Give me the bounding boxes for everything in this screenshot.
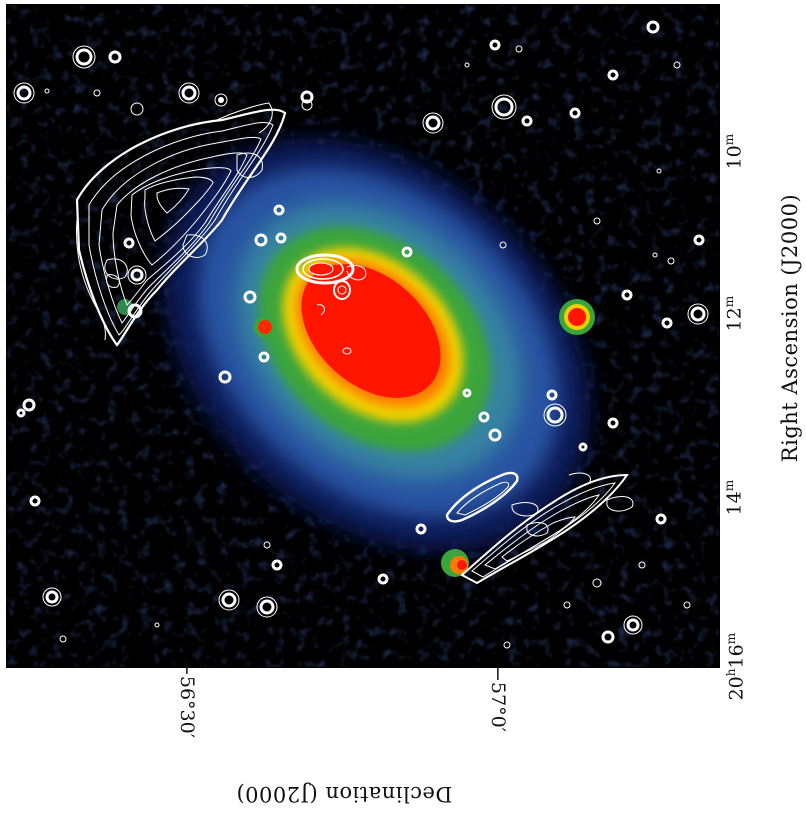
dec-axis-title: Declination (J2000) — [236, 782, 453, 806]
radio-contours-core — [295, 253, 367, 355]
ra-tick-14m: 14m — [722, 479, 746, 516]
image-panel — [6, 4, 720, 668]
ra-axis-title: Right Ascension (J2000) — [778, 193, 802, 463]
point-source-contours — [13, 20, 709, 649]
cluster-emission — [163, 138, 591, 552]
dec-tick-56-30: −56°30′ — [176, 659, 199, 739]
ra-tick-20h16m: 20h16m — [724, 632, 748, 701]
sky-image — [7, 5, 719, 667]
compact-sources — [117, 299, 595, 577]
ra-tick-12m: 12m — [722, 295, 746, 332]
ra-tick-10m: 10m — [722, 133, 746, 170]
radio-contours-northwest — [75, 102, 287, 347]
dec-tick-57-0: −57°0′ — [487, 666, 509, 732]
radio-contours-southeast — [445, 471, 634, 585]
point-source — [218, 97, 224, 103]
